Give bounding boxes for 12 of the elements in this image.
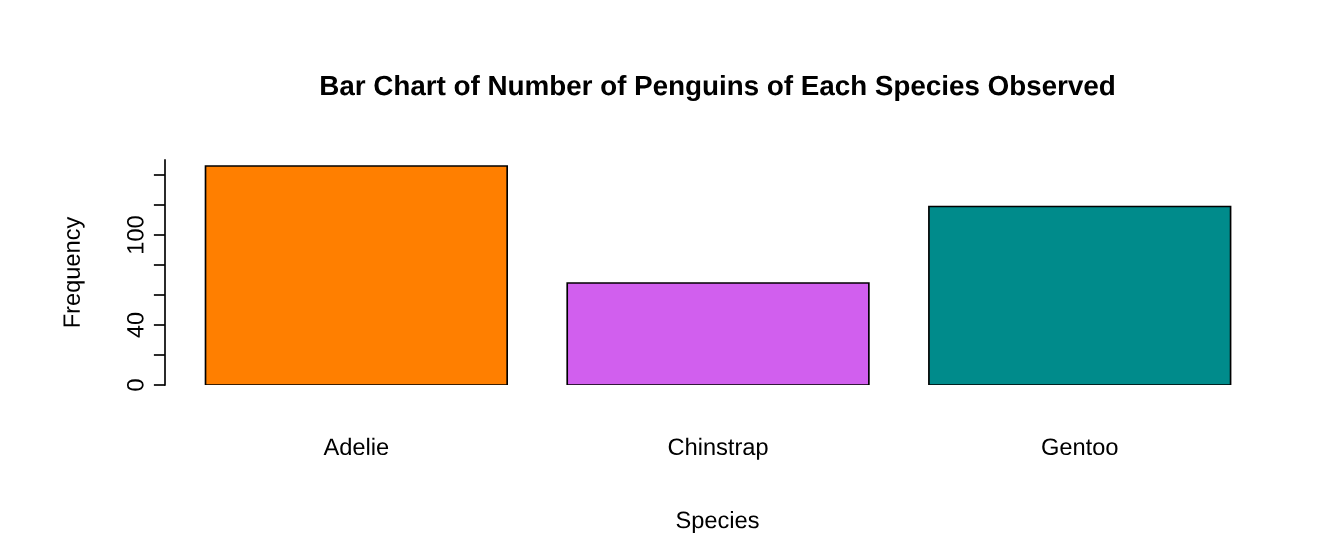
x-axis-title: Species	[676, 510, 759, 534]
y-tick-label: 0	[126, 379, 144, 391]
y-tick-label: 40	[126, 312, 144, 338]
y-tick-label: 100	[126, 216, 144, 253]
bar	[928, 205, 1232, 385]
x-tick-label: Gentoo	[1042, 438, 1118, 456]
bar	[204, 165, 509, 385]
chart-title: Bar Chart of Number of Penguins of Each Species Observed	[321, 74, 1114, 102]
x-tick-label: Chinstrap	[668, 437, 768, 460]
y-axis-title: Frequency	[63, 216, 85, 327]
bar	[566, 282, 870, 385]
x-tick-label: Adelie	[323, 437, 389, 456]
